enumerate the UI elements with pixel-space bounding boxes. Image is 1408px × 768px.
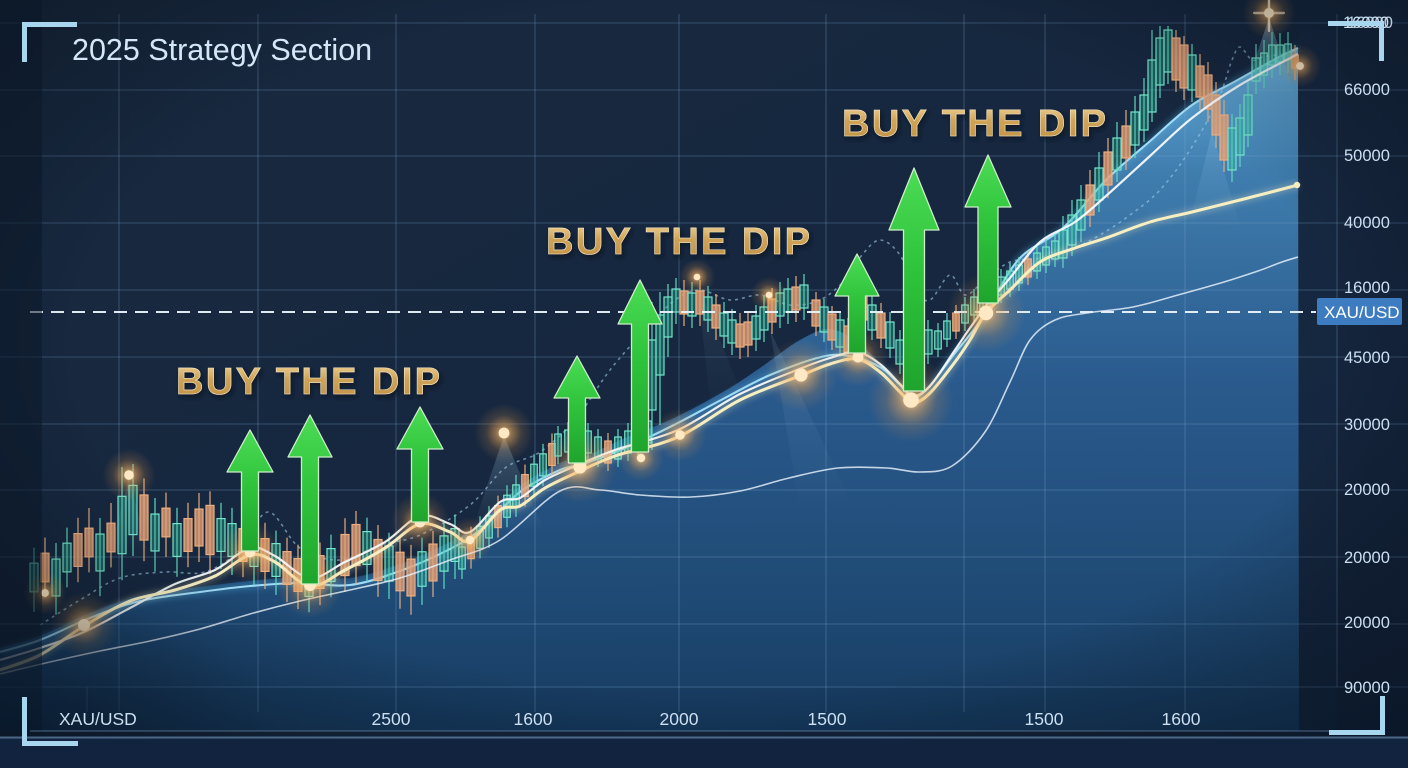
svg-text:20000: 20000 <box>1344 481 1390 499</box>
svg-text:BUY THE DIP: BUY THE DIP <box>176 361 442 403</box>
svg-text:1500: 1500 <box>1025 709 1064 729</box>
svg-text:2025 Strategy Section: 2025 Strategy Section <box>72 33 372 67</box>
svg-text:XAU/USD: XAU/USD <box>59 709 137 729</box>
svg-text:BUY THE DIP: BUY THE DIP <box>546 221 812 263</box>
svg-text:90000: 90000 <box>1344 679 1390 697</box>
svg-text:45000: 45000 <box>1344 349 1390 367</box>
svg-text:2500: 2500 <box>372 709 411 729</box>
svg-text:1500: 1500 <box>808 709 847 729</box>
svg-text:2000: 2000 <box>660 709 699 729</box>
svg-text:1600: 1600 <box>1162 709 1201 729</box>
svg-text:20000: 20000 <box>1344 614 1390 632</box>
svg-text:40000: 40000 <box>1344 214 1390 232</box>
svg-text:1600: 1600 <box>514 709 553 729</box>
svg-text:66000: 66000 <box>1344 81 1390 99</box>
svg-text:20000: 20000 <box>1344 549 1390 567</box>
svg-text:16000: 16000 <box>1344 279 1390 297</box>
svg-text:30000: 30000 <box>1344 416 1390 434</box>
svg-text:XAU/USD: XAU/USD <box>1324 303 1400 322</box>
svg-text:50000: 50000 <box>1344 147 1390 165</box>
svg-text:BUY THE DIP: BUY THE DIP <box>842 103 1108 145</box>
